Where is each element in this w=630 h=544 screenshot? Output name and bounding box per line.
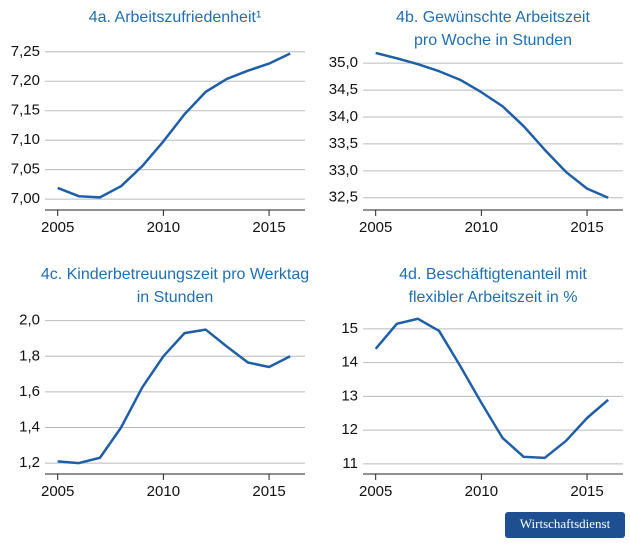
x-tick-label: 2005 [359,483,392,500]
logo: Wirtschaftsdienst [520,516,611,531]
x-tick-label: 2015 [570,483,603,500]
y-tick-label: 34,5 [329,81,358,98]
y-tick-label: 1,6 [19,383,40,400]
y-tick-label: 1,8 [19,347,40,364]
chart-title: 4b. Gewünschte Arbeitszeit [396,9,590,26]
chart-title: 4c. Kinderbetreuungszeit pro Werktag [41,266,309,283]
x-tick-label: 2010 [147,483,180,500]
y-tick-label: 7,05 [11,161,40,178]
y-tick-label: 1,4 [19,418,40,435]
y-tick-label: 13 [341,387,358,404]
x-tick-label: 2010 [147,219,180,236]
y-tick-label: 2,0 [19,312,40,329]
logo-badge [505,512,625,538]
y-tick-label: 1,2 [19,454,40,471]
data-line [57,52,291,199]
x-tick-label: 2005 [41,219,74,236]
y-tick-label: 7,15 [11,102,40,119]
y-tick-label: 12 [341,421,358,438]
y-tick-label: 32,5 [329,189,358,206]
y-tick-label: 7,25 [11,43,40,60]
x-tick-label: 2005 [41,483,74,500]
x-tick-label: 2015 [252,483,285,500]
x-tick-label: 2015 [570,219,603,236]
chart-title: flexibler Arbeitszeit in % [409,289,578,306]
y-tick-label: 14 [341,354,358,371]
y-tick-label: 34,0 [329,108,358,125]
data-line [57,328,291,465]
y-tick-label: 7,20 [11,72,40,89]
chart-title: 4d. Beschäftigtenanteil mit [399,266,587,283]
chart-title: in Stunden [137,289,214,306]
x-tick-label: 2010 [465,483,498,500]
y-tick-label: 35,0 [329,54,358,71]
x-tick-label: 2010 [465,219,498,236]
y-tick-label: 15 [341,320,358,337]
y-tick-label: 33,0 [329,162,358,179]
x-tick-label: 2015 [252,219,285,236]
x-tick-label: 2005 [359,219,392,236]
y-tick-label: 7,10 [11,131,40,148]
chart-title: 4a. Arbeitszufriedenheit¹ [89,9,262,26]
data-line [375,51,609,199]
chart-title: pro Woche in Stunden [414,32,572,49]
y-tick-label: 7,00 [11,190,40,207]
data-line [374,317,610,460]
y-tick-label: 33,5 [329,135,358,152]
y-tick-label: 11 [342,455,358,472]
